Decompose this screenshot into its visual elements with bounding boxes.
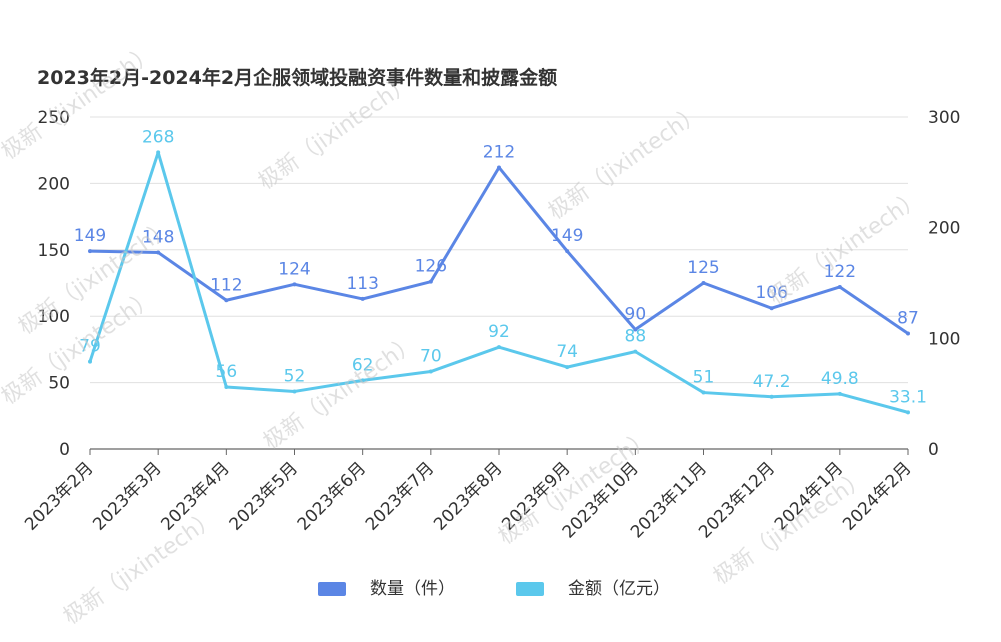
chart-title: 2023年2月-2024年2月企服领域投融资事件数量和披露金额 [37, 66, 557, 89]
data-point [224, 385, 229, 390]
y-right-tick-label: 0 [928, 440, 939, 460]
data-point [633, 349, 638, 354]
data-label: 106 [755, 283, 787, 303]
data-label: 51 [693, 368, 715, 388]
watermark-text: 极新（jixintech） [544, 100, 707, 225]
data-label: 112 [210, 275, 242, 295]
data-label: 212 [483, 142, 515, 162]
data-label: 149 [551, 226, 583, 246]
y-right-tick-label: 300 [928, 108, 960, 128]
data-label: 56 [216, 362, 238, 382]
data-label: 49.8 [821, 369, 859, 389]
x-tick-label: 2023年5月 [226, 458, 302, 534]
data-label: 126 [415, 257, 447, 277]
data-point [88, 359, 92, 364]
x-tick-label: 2023年8月 [430, 458, 506, 534]
legend-swatch [318, 582, 346, 596]
data-label: 113 [346, 274, 378, 294]
data-point [701, 390, 706, 395]
data-label: 149 [74, 226, 106, 246]
data-label: 148 [142, 227, 174, 247]
data-point [428, 369, 433, 374]
data-label: 62 [352, 355, 374, 375]
legend-label: 数量（件） [370, 579, 455, 599]
data-point [360, 296, 365, 301]
data-point [428, 279, 433, 284]
data-point [769, 306, 774, 311]
data-point [906, 331, 910, 336]
data-point [837, 391, 842, 396]
data-point [360, 378, 365, 383]
legend-label: 金额（亿元） [568, 579, 670, 599]
data-label: 74 [556, 342, 578, 362]
y-left-tick-label: 0 [59, 440, 70, 460]
data-label: 33.1 [889, 387, 927, 407]
data-point [88, 249, 92, 254]
watermark-text: 极新（jixintech） [59, 505, 222, 630]
watermark-text: 极新（jixintech） [254, 70, 417, 195]
data-point [701, 281, 706, 285]
watermark-text: 极新（jixintech） [0, 40, 160, 165]
data-label: 125 [687, 258, 719, 278]
data-point [565, 365, 570, 370]
data-point [769, 394, 774, 399]
watermark-text: 极新（jixintech） [259, 330, 422, 455]
data-point [565, 249, 570, 254]
data-point [837, 284, 842, 289]
data-label: 70 [420, 347, 442, 367]
legend-swatch [516, 582, 544, 596]
data-label: 90 [625, 304, 647, 324]
data-label: 79 [79, 337, 101, 357]
data-label: 122 [824, 262, 856, 282]
y-left-tick-label: 100 [38, 307, 70, 327]
data-point [156, 250, 161, 255]
data-label: 47.2 [753, 372, 791, 392]
y-right-tick-label: 100 [928, 329, 960, 349]
y-left-tick-label: 50 [48, 374, 70, 394]
data-label: 87 [897, 308, 919, 328]
data-point [497, 345, 501, 350]
y-left-tick-label: 250 [38, 108, 70, 128]
x-tick-label: 2023年2月 [21, 458, 97, 534]
data-point [633, 327, 638, 332]
series-line-1 [89, 165, 909, 335]
data-label: 268 [142, 127, 174, 147]
data-label: 92 [488, 322, 510, 342]
x-tick-label: 2023年6月 [294, 458, 370, 534]
data-label: 52 [284, 366, 306, 386]
data-point [497, 165, 501, 170]
y-left-tick-label: 150 [38, 241, 70, 261]
data-label: 124 [278, 259, 310, 279]
data-point [224, 298, 229, 303]
data-point [156, 150, 161, 155]
x-tick-label: 2023年3月 [89, 458, 165, 534]
y-right-tick-label: 200 [928, 219, 960, 239]
data-point [292, 389, 297, 394]
y-left-tick-label: 200 [38, 174, 70, 194]
x-tick-label: 2023年7月 [362, 458, 438, 534]
data-point [292, 282, 297, 287]
watermark-text: 极新（jixintech） [0, 285, 160, 410]
data-label: 88 [625, 327, 647, 347]
data-point [906, 410, 910, 415]
